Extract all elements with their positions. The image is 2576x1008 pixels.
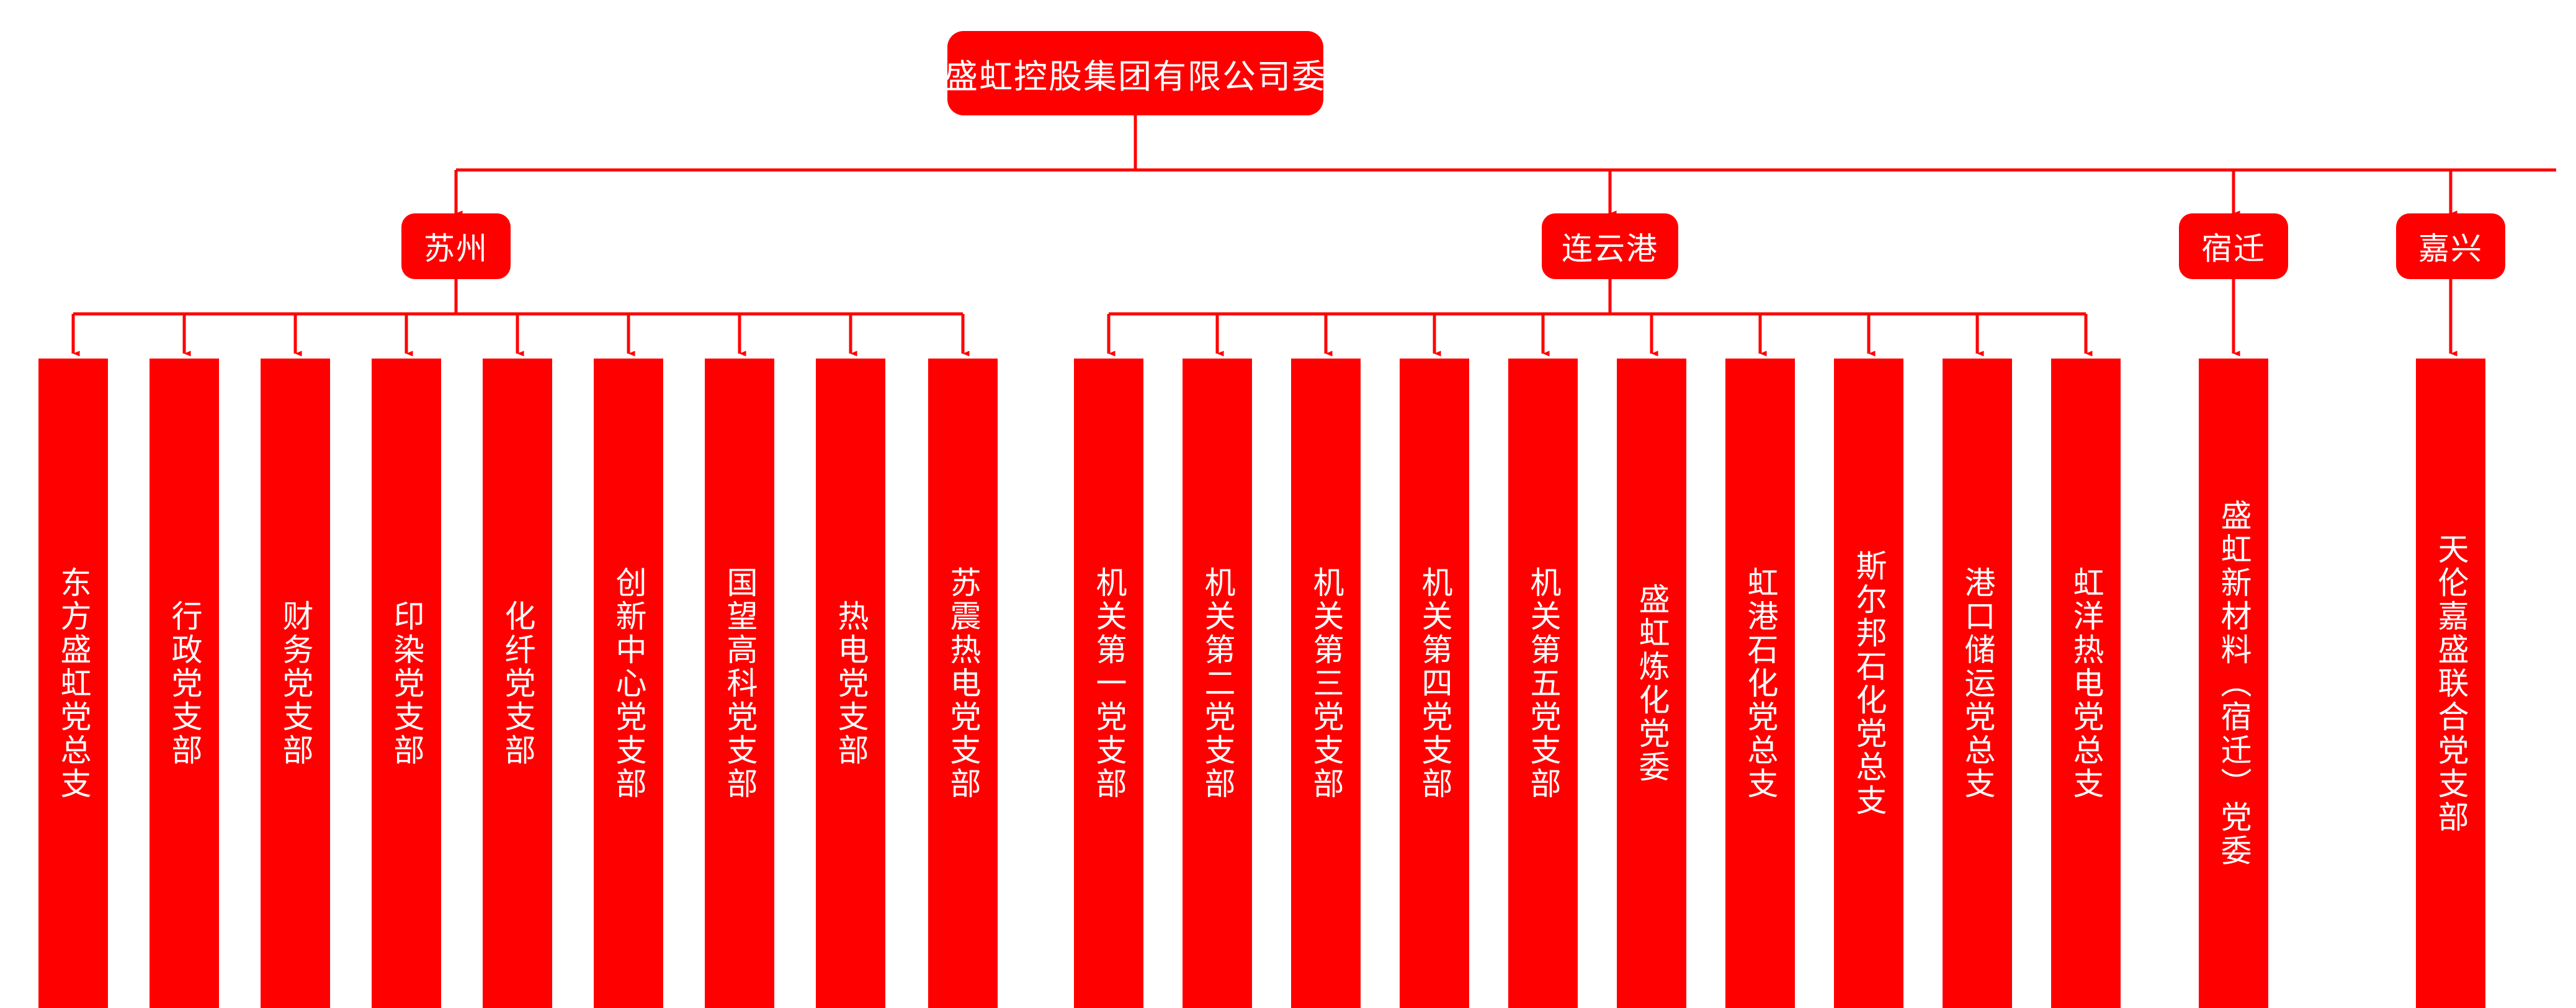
leaf-node[interactable]: 港口储运党总支 [1943,359,2012,1008]
region-node-label: 宿迁 [2201,231,2266,266]
leaf-node[interactable]: 财务党支部 [261,359,330,1008]
leaf-node-label: 虹洋热电党总支 [2068,566,2104,801]
leaf-node[interactable]: 化纤党支部 [483,359,552,1008]
leaf-node[interactable]: 盛虹新材料（宿迁）党委 [2199,359,2268,1008]
region-node-jiaxing[interactable]: 嘉兴 [2396,213,2505,279]
leaf-node[interactable]: 虹港石化党总支 [1725,359,1795,1008]
leaf-node-label: 盛虹炼化党委 [1634,582,1670,784]
region-node-lianyungang[interactable]: 连云港 [1542,213,1678,279]
leaf-node[interactable]: 斯尔邦石化党总支 [1834,359,1903,1008]
leaf-node-label: 苏震热电党支部 [946,566,981,801]
connector-lines [71,115,2556,357]
region-node-suzhou[interactable]: 苏州 [401,213,511,279]
root-node-label: 中共盛虹控股集团有限公司委员会 [875,58,1396,96]
leaf-node-label: 东方盛虹党总支 [56,566,91,801]
leaf-node[interactable]: 机关第二党支部 [1183,359,1252,1008]
leaf-node-label: 国望高科党支部 [722,566,758,801]
leaf-node[interactable]: 苏震热电党支部 [928,359,998,1008]
leaf-node-label: 化纤党支部 [500,599,535,767]
leaf-node[interactable]: 热电党支部 [816,359,885,1008]
leaf-node[interactable]: 东方盛虹党总支 [38,359,108,1008]
leaf-node[interactable]: 行政党支部 [150,359,219,1008]
leaf-node-label: 斯尔邦石化党总支 [1851,549,1887,818]
leaf-node[interactable]: 虹洋热电党总支 [2051,359,2121,1008]
leaf-node-label: 创新中心党支部 [611,566,646,801]
region-node-suqian[interactable]: 宿迁 [2179,213,2288,279]
leaf-node-label: 机关第一党支部 [1091,566,1127,801]
leaf-node[interactable]: 机关第一党支部 [1074,359,1143,1008]
leaf-node[interactable]: 天伦嘉盛联合党支部 [2416,359,2485,1008]
leaf-node-label: 机关第五党支部 [1526,566,1561,801]
leaf-node-label: 港口储运党总支 [1960,566,1995,801]
leaf-node-label: 天伦嘉盛联合党支部 [2433,532,2469,834]
root-node[interactable]: 中共盛虹控股集团有限公司委员会 [875,31,1395,115]
region-node-label: 连云港 [1562,231,1658,266]
leaf-node[interactable]: 机关第三党支部 [1291,359,1361,1008]
leaf-node[interactable]: 印染党支部 [372,359,441,1008]
leaf-node-label: 机关第四党支部 [1417,566,1452,801]
leaf-node-label: 行政党支部 [167,599,202,767]
leaf-node[interactable]: 机关第五党支部 [1508,359,1578,1008]
leaf-node-label: 机关第二党支部 [1200,566,1235,801]
leaf-node[interactable]: 国望高科党支部 [705,359,774,1008]
leaf-node-label: 印染党支部 [389,599,424,767]
leaf-node[interactable]: 盛虹炼化党委 [1617,359,1686,1008]
leaf-node-label: 虹港石化党总支 [1743,566,1778,801]
region-node-label: 苏州 [424,231,488,266]
leaf-node-label: 机关第三党支部 [1308,566,1344,801]
leaf-node-label: 财务党支部 [278,599,313,767]
leaf-node-label: 盛虹新材料（宿迁）党委 [2216,499,2252,868]
leaf-node[interactable]: 创新中心党支部 [594,359,663,1008]
leaf-node[interactable]: 机关第四党支部 [1400,359,1469,1008]
leaf-node-label: 热电党支部 [833,599,869,767]
region-node-label: 嘉兴 [2418,231,2483,266]
